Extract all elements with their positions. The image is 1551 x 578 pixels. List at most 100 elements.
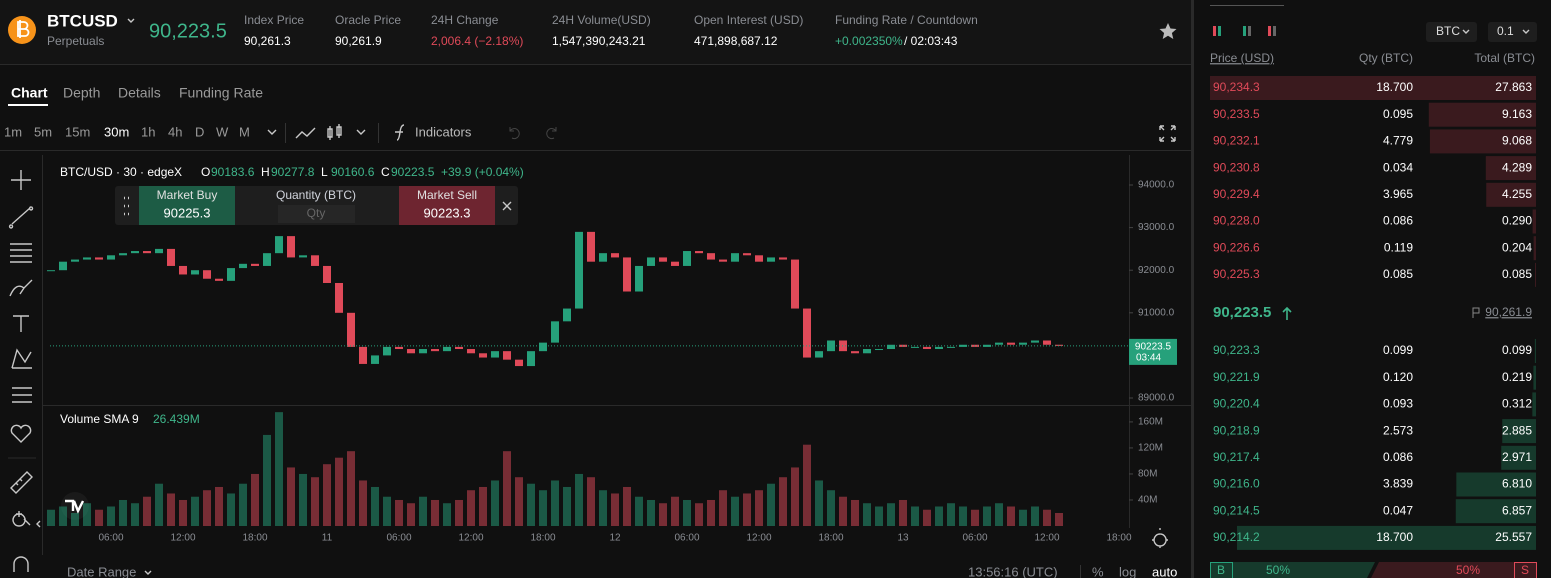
dropdown-icon[interactable]: [144, 570, 152, 575]
candle: [263, 253, 271, 266]
pattern-tool[interactable]: [11, 348, 32, 369]
interval[interactable]: 30m: [104, 124, 129, 139]
candle: [707, 253, 715, 260]
zoom-tool[interactable]: [12, 511, 31, 527]
clock: 13:56:16 (UTC): [968, 564, 1058, 578]
fib-tool[interactable]: [10, 243, 32, 263]
favorites-tool[interactable]: [10, 424, 32, 443]
buy-price[interactable]: 90225.3: [164, 205, 211, 220]
favorite-icon[interactable]: [1159, 23, 1177, 39]
toggle-icon[interactable]: [1273, 26, 1276, 36]
order-price[interactable]: 90,233.5: [1213, 107, 1260, 121]
undo-icon[interactable]: [509, 127, 520, 140]
candle: [179, 265, 187, 275]
interval[interactable]: M: [239, 124, 250, 139]
ohlc-value: 90277.8: [271, 165, 315, 179]
toggle-icon[interactable]: [1213, 26, 1216, 36]
tab[interactable]: Depth: [63, 85, 100, 101]
sell-price[interactable]: 90223.3: [424, 205, 471, 220]
order-price[interactable]: 90,230.8: [1213, 160, 1260, 174]
order-total: 0.085: [1502, 267, 1532, 281]
dropdown-icon[interactable]: [267, 129, 277, 135]
order-price[interactable]: 90,229.4: [1213, 187, 1260, 201]
dropdown-icon[interactable]: [1522, 29, 1530, 34]
interval[interactable]: 15m: [65, 124, 90, 139]
toggle-icon[interactable]: [1248, 26, 1251, 36]
interval[interactable]: 1h: [141, 124, 155, 139]
order-price[interactable]: 90,232.1: [1213, 134, 1260, 148]
tab[interactable]: Chart: [11, 85, 48, 101]
auto-toggle[interactable]: auto: [1152, 564, 1177, 578]
toggle-icon[interactable]: [1243, 31, 1246, 36]
volume-bar: [455, 499, 463, 526]
volume-tick-label: 80M: [1138, 469, 1157, 480]
order-price[interactable]: 90,214.5: [1213, 503, 1260, 517]
toggle-icon[interactable]: [1268, 26, 1271, 36]
interval[interactable]: 4h: [168, 124, 182, 139]
indicators-button[interactable]: Indicators: [415, 124, 472, 139]
indicator-icon[interactable]: [395, 124, 405, 141]
dropdown-icon[interactable]: [127, 18, 135, 23]
brush-tool[interactable]: [9, 279, 33, 297]
qty-label: Quantity (BTC): [276, 188, 356, 202]
collapse-icon[interactable]: [36, 520, 41, 528]
order-qty: 0.099: [1383, 343, 1413, 357]
interval[interactable]: 5m: [34, 124, 52, 139]
crosshair-tool[interactable]: [11, 170, 31, 190]
drag-handle[interactable]: [124, 196, 129, 216]
step-select-label[interactable]: 0.1: [1497, 24, 1514, 38]
fullscreen-icon[interactable]: [1159, 125, 1176, 142]
candle-icon[interactable]: [327, 124, 342, 140]
step-select[interactable]: [1488, 22, 1537, 42]
order-price[interactable]: 90,216.0: [1213, 477, 1260, 491]
redo-icon[interactable]: [546, 127, 557, 140]
percent-toggle[interactable]: %: [1092, 564, 1104, 578]
ruler-tool[interactable]: [10, 471, 33, 494]
qty-placeholder[interactable]: Qty: [307, 206, 326, 220]
magnet-tool[interactable]: [13, 556, 29, 572]
market-buy-button[interactable]: [139, 186, 235, 225]
close-icon[interactable]: [502, 201, 512, 211]
measure-list-tool[interactable]: [12, 387, 32, 403]
candle: [107, 255, 115, 260]
order-price[interactable]: 90,228.0: [1213, 214, 1260, 228]
tab[interactable]: Funding Rate: [179, 85, 263, 101]
tab[interactable]: Details: [118, 85, 161, 101]
order-price[interactable]: 90,214.2: [1213, 530, 1260, 544]
order-price[interactable]: 90,225.3: [1213, 267, 1260, 281]
order-price[interactable]: 90,217.4: [1213, 450, 1260, 464]
interval[interactable]: 1m: [4, 124, 22, 139]
candle: [479, 353, 487, 358]
interval[interactable]: D: [195, 124, 204, 139]
market-sell-button[interactable]: [399, 186, 495, 225]
order-price[interactable]: 90,221.9: [1213, 370, 1260, 384]
date-range[interactable]: Date Range: [67, 564, 136, 578]
order-price[interactable]: 90,226.6: [1213, 240, 1260, 254]
sell-label[interactable]: Market Sell: [417, 188, 477, 202]
log-toggle[interactable]: log: [1119, 564, 1136, 578]
trendline-tool[interactable]: [8, 206, 34, 229]
candle: [491, 351, 499, 358]
buy-label[interactable]: Market Buy: [157, 188, 218, 202]
x-tick-label: 18:00: [1106, 533, 1131, 544]
toggle-icon[interactable]: [1243, 26, 1246, 31]
settings-icon[interactable]: [1152, 528, 1168, 548]
volume-bar: [491, 480, 499, 526]
order-price[interactable]: 90,234.3: [1213, 80, 1260, 94]
ohlc-key: H: [261, 165, 270, 179]
toggle-icon[interactable]: [1218, 26, 1221, 36]
order-price[interactable]: 90,223.3: [1213, 343, 1260, 357]
text-tool[interactable]: [13, 315, 29, 332]
dropdown-icon[interactable]: [356, 129, 366, 135]
qty-input[interactable]: [278, 205, 355, 223]
asset-select[interactable]: [1426, 22, 1477, 42]
volume-bar: [611, 493, 619, 526]
line-chart-icon[interactable]: [295, 127, 316, 139]
order-price[interactable]: 90,220.4: [1213, 397, 1260, 411]
asset-select-label[interactable]: BTC: [1436, 24, 1460, 38]
interval[interactable]: W: [216, 124, 229, 139]
x-tick-label: 11: [322, 533, 333, 544]
order-price[interactable]: 90,218.9: [1213, 423, 1260, 437]
dropdown-icon[interactable]: [1462, 29, 1470, 34]
